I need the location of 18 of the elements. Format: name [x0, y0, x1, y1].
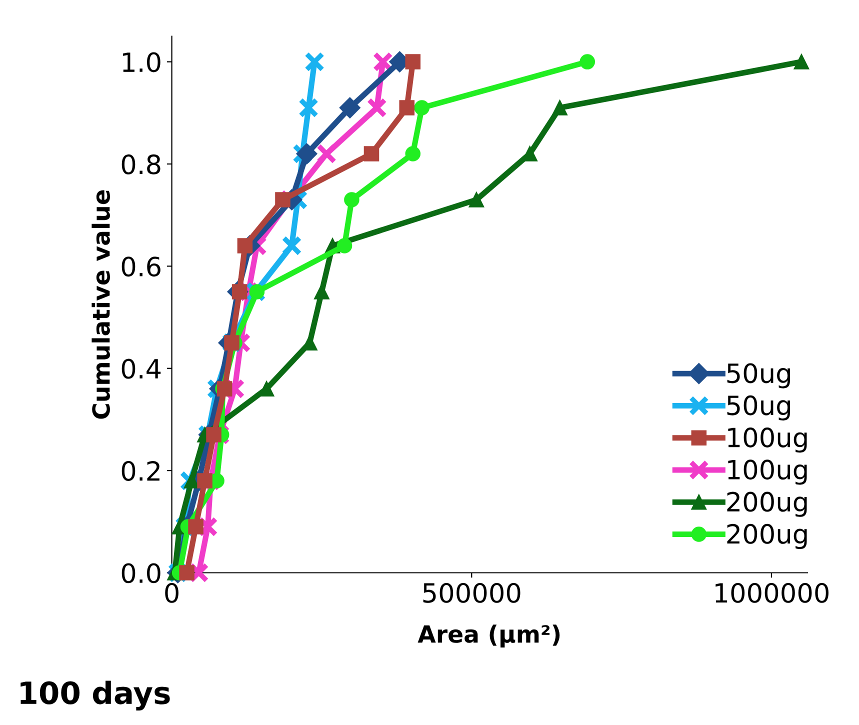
y-tick-label: 0.8 [122, 154, 160, 174]
legend-label: 200ug [727, 524, 807, 549]
x-tick-label: 1000000 [716, 582, 828, 603]
y-tick-label: 0.4 [122, 358, 161, 379]
y-axis-title: Cumulative value [92, 190, 110, 419]
legend-label: 200ug [727, 492, 807, 517]
text: 100 days [20, 680, 170, 710]
legend-label: 100ug [728, 460, 807, 485]
y-tick-label: 0.0 [122, 563, 160, 584]
legend-label: 50ug [727, 363, 790, 388]
y-tick-label: 1.0 [123, 52, 160, 72]
x-tick-label: 500000 [423, 582, 520, 603]
x-tick-label: 0 [165, 582, 178, 603]
y-tick-label: 0.2 [122, 461, 160, 481]
legend-label: 50ug [727, 395, 790, 420]
x-axis-title: Area (μm²) [418, 624, 560, 648]
y-tick-label: 0.6 [122, 256, 160, 277]
legend-label: 100ug [728, 428, 807, 453]
